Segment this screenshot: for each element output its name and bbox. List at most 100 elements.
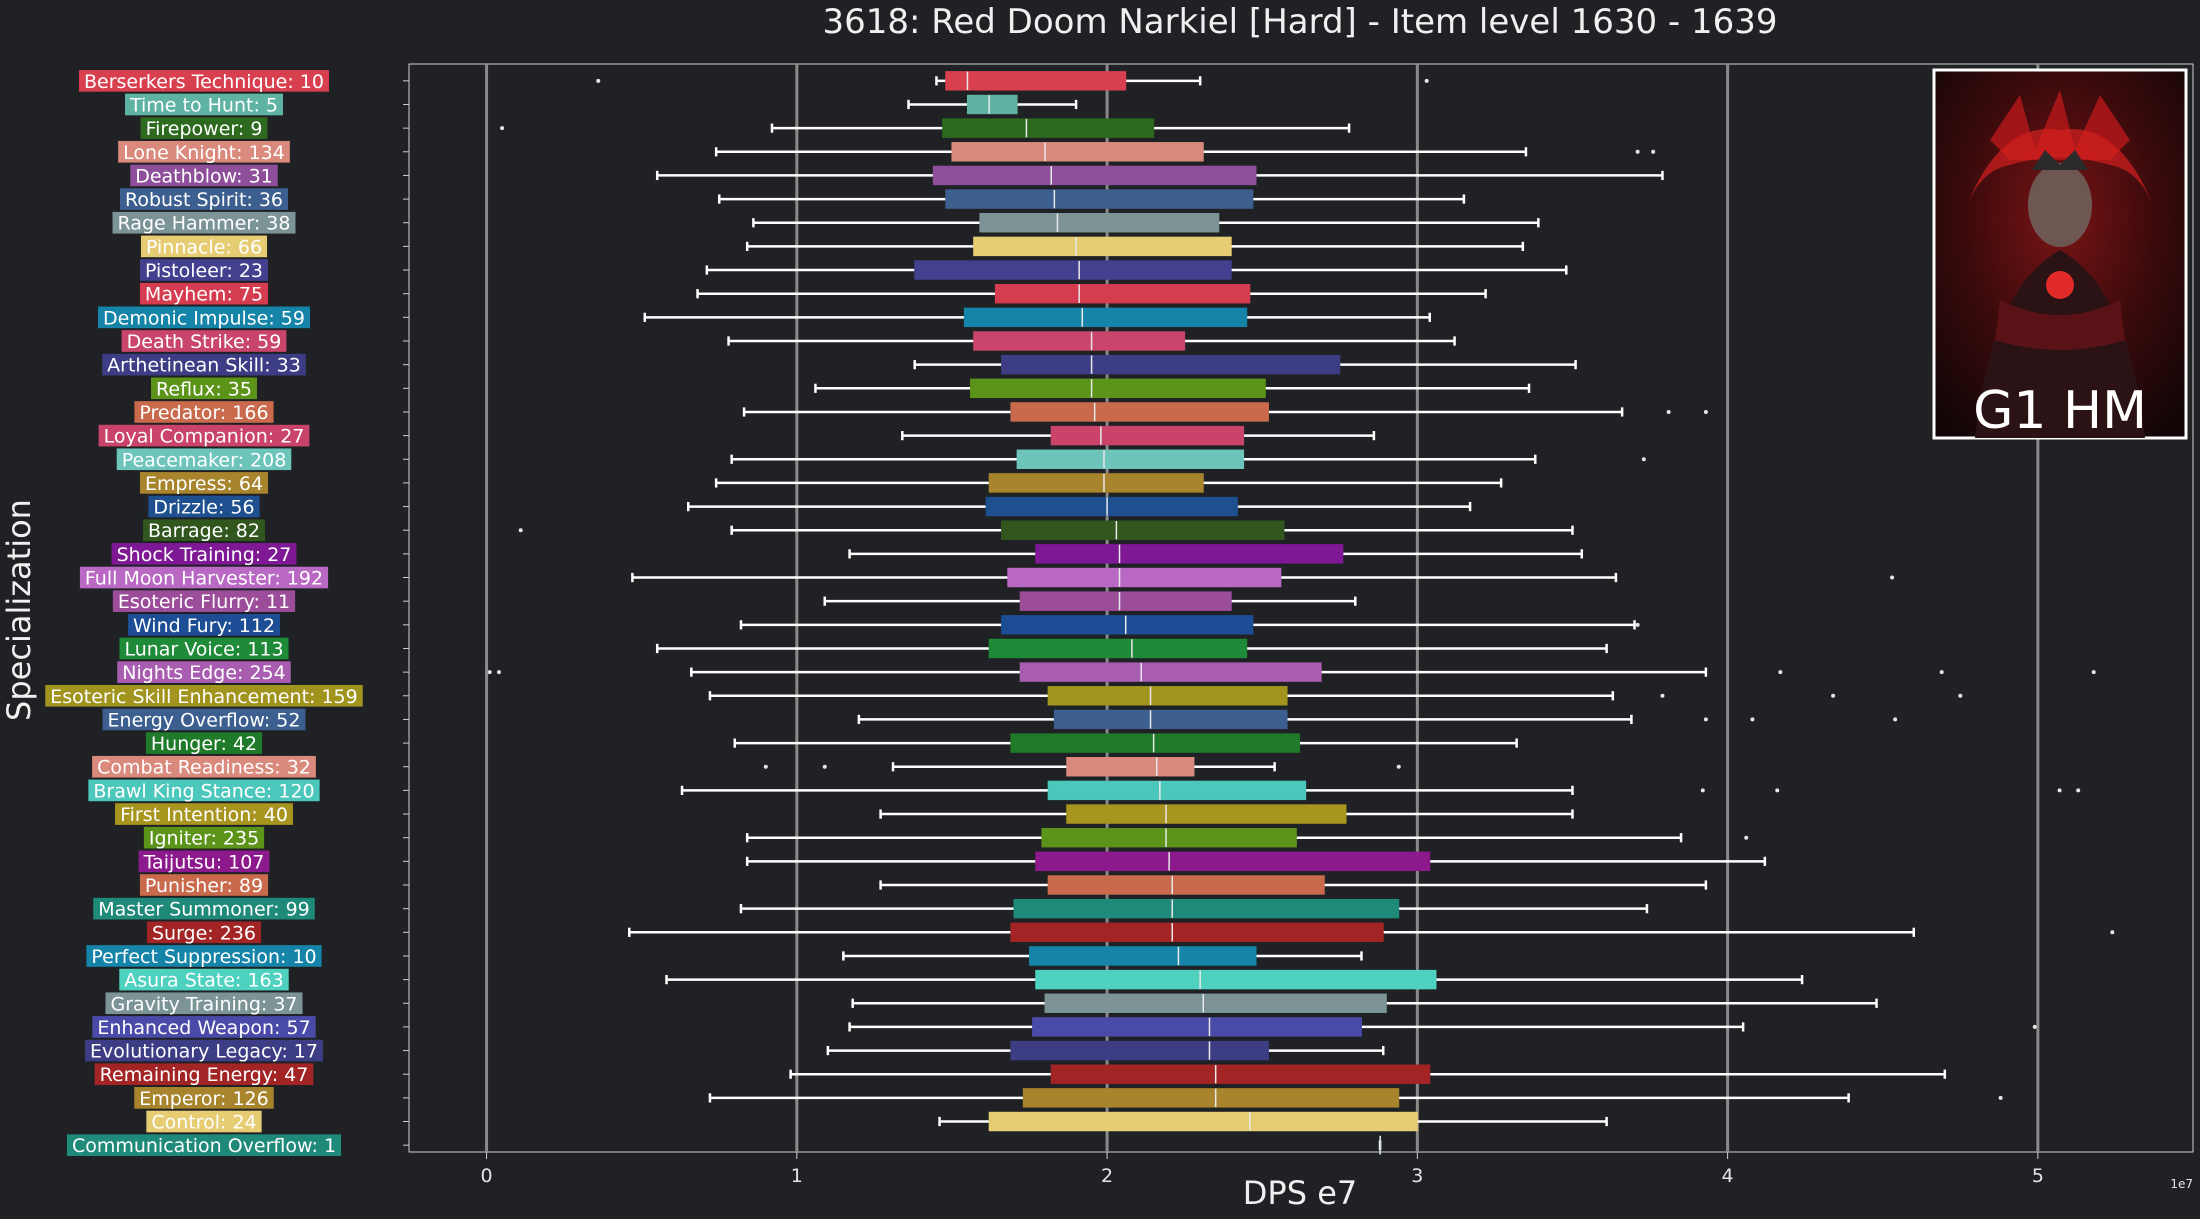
box-6	[403, 213, 1540, 233]
category-label-text: Robust Spirit: 36	[125, 189, 283, 211]
category-label-1: Time to Hunt: 5	[124, 93, 284, 116]
category-label-bg	[112, 590, 296, 612]
box-11	[403, 331, 1456, 351]
box-7	[403, 236, 1525, 257]
flier-point	[1831, 693, 1836, 698]
flier-point	[822, 764, 827, 769]
category-label-bg	[85, 1039, 323, 1062]
category-label-bg	[88, 779, 320, 802]
box-iqr	[1019, 591, 1232, 611]
category-label-8: Pistoleer: 23	[139, 259, 269, 282]
category-label-bg	[146, 921, 262, 944]
box-iqr	[1050, 1064, 1431, 1084]
category-label-bg	[140, 117, 268, 139]
category-label-bg	[139, 472, 269, 494]
box-24	[403, 638, 1608, 659]
category-label-bg	[121, 330, 287, 352]
box-iqr	[1047, 780, 1307, 801]
category-label-text: Deathblow: 31	[135, 165, 273, 187]
category-label-text: Perfect Suppression: 10	[91, 946, 316, 968]
category-label-text: Taijutsu: 107	[143, 851, 265, 873]
category-label-bg	[145, 732, 263, 754]
category-label-33: Taijutsu: 107	[138, 850, 270, 873]
category-label-15: Loyal Companion: 27	[98, 424, 310, 448]
category-label-bg	[140, 235, 268, 258]
category-label-40: Enhanced Weapon: 57	[92, 1016, 316, 1039]
category-label-3: Lone Knight: 134	[118, 140, 290, 164]
flier-point	[487, 670, 492, 675]
category-label-bg	[94, 1063, 314, 1086]
category-label-bg	[139, 282, 269, 305]
category-label-text: Communication Overflow: 1	[72, 1135, 336, 1157]
box-18	[403, 496, 1472, 517]
category-label-text: Evolutionary Legacy: 17	[90, 1041, 318, 1063]
category-label-text: Wind Fury: 112	[133, 615, 275, 637]
category-label-19: Barrage: 82	[143, 519, 265, 542]
box-iqr	[973, 236, 1232, 257]
category-label-11: Death Strike: 59	[121, 330, 287, 353]
box-33	[403, 851, 1767, 872]
category-label-39: Gravity Training: 37	[105, 992, 303, 1015]
category-label-bg	[92, 755, 316, 778]
flier-point	[1424, 78, 1429, 83]
flier-point	[1635, 622, 1640, 627]
category-label-31: First Intention: 40	[115, 803, 293, 826]
category-label-45: Communication Overflow: 1	[66, 1134, 342, 1157]
category-label-bg	[102, 708, 306, 731]
category-label-bg	[93, 897, 315, 920]
box-20	[403, 544, 1584, 564]
category-label-bg	[86, 945, 322, 967]
flier-point	[1890, 575, 1895, 580]
chart-title: 3618: Red Doom Narkiel [Hard] - Item lev…	[822, 2, 1777, 42]
category-label-bg	[139, 259, 269, 281]
category-label-text: Surge: 236	[152, 922, 256, 944]
category-label-30: Brawl King Stance: 120	[88, 779, 320, 802]
box-iqr	[1047, 875, 1325, 895]
box-27	[403, 709, 1898, 730]
category-label-26: Esoteric Skill Enhancement: 159	[45, 684, 363, 708]
box-iqr	[1010, 733, 1300, 753]
category-label-22: Esoteric Flurry: 11	[112, 590, 296, 613]
flier-point	[1939, 670, 1944, 675]
box-iqr	[1035, 544, 1344, 564]
category-label-38: Asura State: 163	[119, 968, 289, 992]
box-iqr	[951, 142, 1204, 162]
category-label-text: Empress: 64	[145, 473, 263, 495]
category-label-text: Arthetinean Skill: 33	[107, 355, 301, 377]
box-iqr	[945, 189, 1254, 209]
category-label-text: Esoteric Skill Enhancement: 159	[50, 686, 358, 708]
box-28	[403, 733, 1518, 753]
box-31	[403, 804, 1574, 824]
category-label-text: Control: 24	[151, 1112, 256, 1134]
boss-badge: G1 HM	[1932, 68, 2188, 441]
flier-point	[1396, 764, 1401, 769]
box-iqr	[1029, 946, 1257, 966]
category-label-text: Loyal Companion: 27	[104, 426, 305, 448]
box-iqr	[994, 283, 1251, 304]
category-label-37: Perfect Suppression: 10	[86, 945, 322, 968]
category-label-21: Full Moon Harvester: 192	[79, 566, 329, 590]
category-label-bg	[105, 992, 303, 1015]
category-label-text: Energy Overflow: 52	[108, 709, 301, 731]
box-0	[403, 71, 1429, 91]
flier-point	[500, 126, 505, 131]
flier-point	[763, 764, 768, 769]
category-label-bg	[143, 519, 265, 542]
x-tick-label-2: 2	[1101, 1165, 1113, 1187]
flier-point	[1641, 457, 1646, 462]
box-iqr	[966, 94, 1018, 115]
category-label-bg	[102, 353, 306, 376]
box-5	[403, 189, 1466, 209]
category-label-text: Hunger: 42	[151, 733, 257, 755]
box-41	[403, 1040, 1385, 1061]
box-iqr	[1016, 449, 1245, 469]
box-21	[403, 567, 1895, 588]
category-label-text: Peacemaker: 208	[122, 449, 287, 471]
category-label-text: Berserkers Technique: 10	[84, 71, 324, 93]
box-26	[403, 686, 1963, 706]
category-label-bg	[124, 93, 284, 116]
category-label-bg	[66, 1134, 342, 1156]
category-label-2: Firepower: 9	[140, 117, 268, 140]
flier-point	[2110, 930, 2115, 935]
